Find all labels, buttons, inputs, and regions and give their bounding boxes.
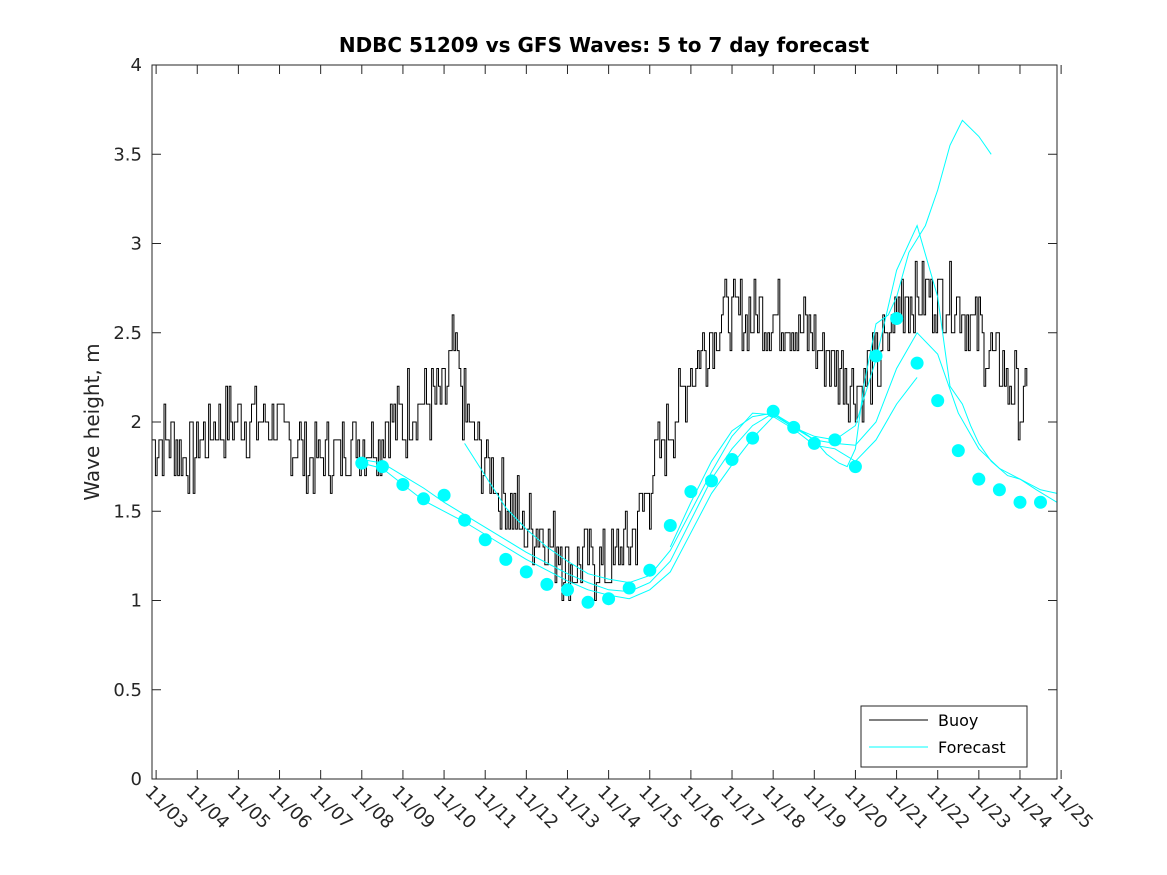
forecast-marker	[375, 460, 389, 474]
buoy-series-line	[152, 260, 1028, 601]
forecast-marker-layer	[355, 312, 1047, 609]
legend-forecast-label: Forecast	[938, 738, 1006, 757]
y-tick-label: 4	[131, 55, 142, 76]
forecast-marker	[396, 478, 410, 491]
legend-box	[860, 705, 1028, 768]
chart-title: NDBC 51209 vs GFS Waves: 5 to 7 day fore…	[339, 33, 870, 57]
forecast-marker	[602, 592, 616, 606]
legend: Buoy Forecast	[860, 705, 1028, 768]
forecast-marker	[355, 456, 369, 470]
forecast-marker	[581, 595, 595, 609]
forecast-marker	[746, 431, 760, 445]
forecast-marker	[787, 420, 801, 434]
forecast-marker	[1013, 495, 1027, 509]
y-tick-label: 1	[131, 591, 142, 612]
forecast-marker	[725, 453, 739, 466]
forecast-marker	[458, 513, 472, 527]
forecast-marker	[890, 312, 904, 325]
forecast-marker	[437, 488, 451, 502]
forecast-marker	[807, 436, 821, 450]
forecast-marker	[992, 483, 1006, 497]
forecast-marker	[1034, 495, 1047, 509]
forecast-marker	[643, 563, 657, 577]
y-tick-label: 2.5	[113, 323, 142, 344]
y-tick-label: 3	[131, 234, 142, 255]
forecast-marker	[417, 492, 430, 506]
y-axis-label: Wave height, m	[80, 343, 104, 500]
y-tick-label: 3.5	[113, 144, 142, 165]
y-tick-label: 2	[131, 412, 142, 433]
y-tick-label: 0	[131, 769, 142, 790]
forecast-marker	[869, 349, 883, 363]
forecast-marker	[684, 485, 698, 499]
forecast-marker	[622, 581, 636, 595]
forecast-marker	[910, 356, 924, 370]
forecast-marker	[478, 533, 492, 547]
legend-buoy-label: Buoy	[938, 711, 978, 730]
forecast-marker	[828, 433, 842, 447]
forecast-marker	[499, 552, 513, 566]
y-tick-label: 0.5	[113, 680, 142, 701]
forecast-marker	[931, 394, 945, 408]
forecast-marker	[540, 577, 554, 591]
forecast-marker	[848, 460, 862, 474]
forecast-marker	[663, 519, 677, 532]
forecast-marker	[519, 565, 533, 579]
forecast-marker	[705, 474, 718, 488]
forecast-marker	[561, 583, 574, 597]
forecast-series-line-1	[361, 377, 918, 600]
forecast-series-line-4	[669, 119, 992, 548]
forecast-marker	[972, 472, 986, 486]
forecast-marker	[951, 444, 965, 458]
forecast-marker	[766, 404, 780, 418]
y-tick-layer: 0 0.5 1 1.5 2 2.5 3 3.5 4	[113, 55, 1057, 790]
y-tick-label: 1.5	[113, 501, 142, 522]
